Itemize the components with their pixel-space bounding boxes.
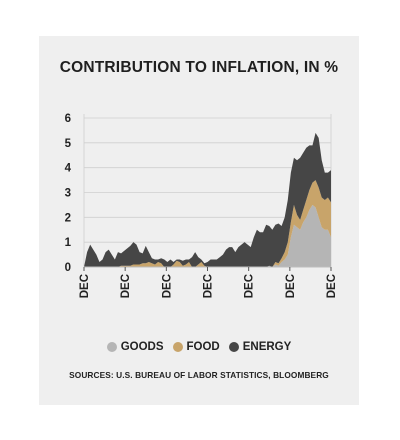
area-energy (84, 132, 331, 267)
y-tick-label: 4 (65, 163, 72, 175)
legend-label: FOOD (186, 341, 220, 353)
legend-label: GOODS (120, 341, 164, 353)
legend-label: ENERGY (242, 341, 292, 353)
x-tick-label: DEC (79, 274, 91, 298)
legend-item-food: FOOD (172, 341, 220, 353)
chart-card: CONTRIBUTION TO INFLATION, IN % 0 1 2 3 4 5 6 D… (39, 36, 359, 405)
legend-swatch (172, 342, 183, 352)
legend-item-goods: GOODS (106, 341, 164, 353)
chart-title: CONTRIBUTION TO INFLATION, IN % (59, 59, 339, 76)
y-tick-label: 3 (65, 188, 71, 200)
x-tick-label: DEC (326, 274, 338, 298)
chart-legend: GOODS FOOD ENERGY (39, 341, 359, 353)
y-tick-label: 5 (65, 138, 72, 150)
x-tick-label: DEC (120, 274, 132, 298)
x-tick-label: DEC (203, 274, 215, 298)
chart-plot: 0 1 2 3 4 5 6 DEC DEC DEC DEC DEC DEC DEC (65, 113, 338, 298)
y-tick-label: 1 (65, 237, 72, 249)
x-tick-label: DEC (161, 274, 173, 298)
y-tick-label: 6 (65, 113, 71, 125)
x-tick-label: DEC (244, 274, 256, 298)
source-note: SOURCES: U.S. BUREAU OF LABOR STATISTICS… (69, 370, 329, 380)
legend-swatch (106, 342, 117, 352)
x-tick-label: DEC (285, 274, 297, 298)
legend-item-energy: ENERGY (228, 341, 292, 353)
area-goods (84, 204, 331, 267)
legend-swatch (228, 342, 239, 352)
y-tick-label: 0 (65, 262, 71, 274)
y-tick-label: 2 (65, 212, 71, 224)
